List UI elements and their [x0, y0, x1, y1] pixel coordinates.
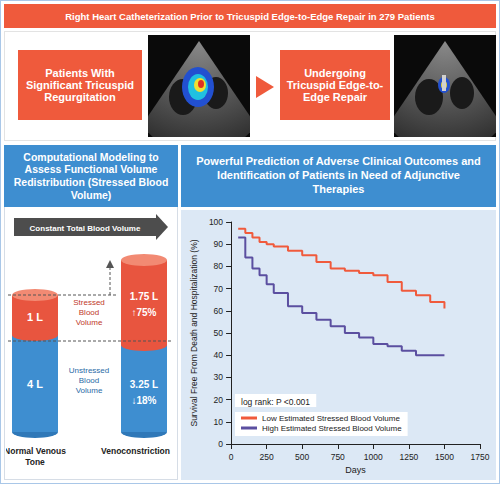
- svg-text:500: 500: [295, 452, 309, 462]
- svg-text:Stressed: Stressed: [73, 298, 105, 307]
- svg-text:60: 60: [214, 306, 224, 316]
- svg-text:log rank: P <0.001: log rank: P <0.001: [241, 397, 310, 407]
- svg-text:↑75%: ↑75%: [131, 307, 156, 318]
- svg-text:Venoconstriction: Venoconstriction: [101, 446, 170, 456]
- svg-text:0: 0: [218, 439, 223, 449]
- svg-text:Unstressed: Unstressed: [69, 366, 109, 375]
- svg-text:Blood: Blood: [79, 308, 99, 317]
- svg-text:4 L: 4 L: [27, 378, 43, 390]
- svg-text:↓18%: ↓18%: [131, 395, 156, 406]
- svg-text:100: 100: [209, 217, 223, 227]
- svg-text:High Estimated Stressed Blood: High Estimated Stressed Blood Volume: [262, 424, 402, 433]
- svg-text:1.75 L: 1.75 L: [130, 291, 158, 302]
- svg-text:250: 250: [260, 452, 274, 462]
- svg-text:Tone: Tone: [25, 457, 45, 467]
- svg-text:40: 40: [214, 350, 224, 360]
- svg-text:Blood: Blood: [79, 376, 99, 385]
- html-text:Undergoing Tricuspid Edge-to-E: Undergoing Tricuspid Edge-to-Edge Repair: [286, 67, 384, 103]
- svg-text:3.25 L: 3.25 L: [130, 379, 158, 390]
- svg-text:Constant Total Blood Volume: Constant Total Blood Volume: [30, 224, 141, 233]
- svg-text:70: 70: [214, 284, 224, 294]
- svg-text:1500: 1500: [435, 452, 454, 462]
- svg-text:1 L: 1 L: [27, 311, 43, 323]
- svg-text:0: 0: [229, 452, 234, 462]
- svg-text:Low Estimated Stressed Blood V: Low Estimated Stressed Blood Volume: [262, 414, 400, 423]
- svg-text:1750: 1750: [471, 452, 490, 462]
- svg-text:Volume: Volume: [76, 318, 103, 327]
- html-text:Right Heart Catheterization Pr: Right Heart Catheterization Prior to Tri…: [65, 10, 435, 22]
- svg-text:1000: 1000: [364, 452, 383, 462]
- svg-text:750: 750: [331, 452, 345, 462]
- svg-text:90: 90: [214, 239, 224, 249]
- svg-text:20: 20: [214, 395, 224, 405]
- svg-text:50: 50: [214, 328, 224, 338]
- svg-text:Normal Venous: Normal Venous: [6, 446, 66, 456]
- svg-text:Survival Free From Death and H: Survival Free From Death and Hospitaliza…: [189, 239, 199, 426]
- svg-text:10: 10: [214, 417, 224, 427]
- svg-text:Volume: Volume: [76, 386, 103, 395]
- html-text:Computational Modeling to Asse: Computational Modeling to Assess Functio…: [13, 150, 169, 201]
- svg-text:30: 30: [214, 372, 224, 382]
- html-text:Powerful Prediction of Adverse: Powerful Prediction of Adverse Clinical …: [196, 155, 481, 195]
- svg-text:1250: 1250: [399, 452, 418, 462]
- svg-text:Days: Days: [345, 465, 366, 475]
- svg-text:80: 80: [214, 261, 224, 271]
- html-text:Patients With Significant Tric: Patients With Significant Tricuspid Regu…: [25, 67, 135, 103]
